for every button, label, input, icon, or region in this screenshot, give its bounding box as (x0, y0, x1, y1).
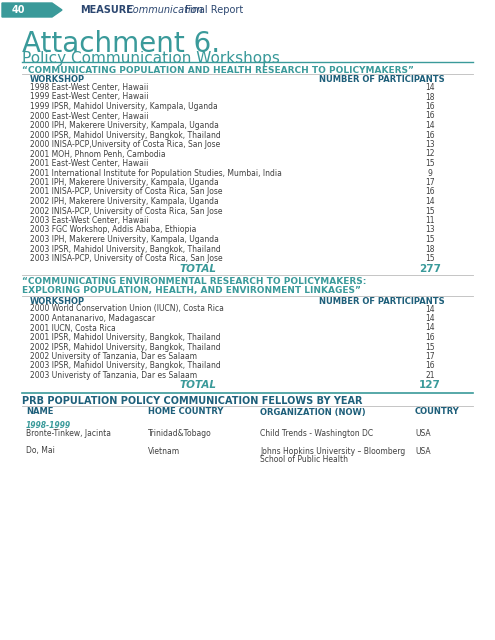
Text: USA: USA (415, 447, 431, 456)
Text: 15: 15 (425, 207, 435, 216)
Text: 14: 14 (425, 83, 435, 92)
Text: 2000 IPH, Makerere University, Kampala, Uganda: 2000 IPH, Makerere University, Kampala, … (30, 121, 219, 130)
Text: USA: USA (415, 429, 431, 438)
Text: 21: 21 (425, 371, 435, 380)
Text: 2001 IPSR, Mahidol University, Bangkok, Thailand: 2001 IPSR, Mahidol University, Bangkok, … (30, 333, 221, 342)
Text: 1999 East-West Center, Hawaii: 1999 East-West Center, Hawaii (30, 93, 148, 102)
Text: 14: 14 (425, 305, 435, 314)
Text: NUMBER OF PARTICIPANTS: NUMBER OF PARTICIPANTS (319, 75, 445, 84)
Text: 2002 IPH, Makerere University, Kampala, Uganda: 2002 IPH, Makerere University, Kampala, … (30, 197, 219, 206)
Text: 15: 15 (425, 342, 435, 351)
Text: PRB POPULATION POLICY COMMUNICATION FELLOWS BY YEAR: PRB POPULATION POLICY COMMUNICATION FELL… (22, 396, 362, 406)
Text: 16: 16 (425, 111, 435, 120)
Text: Bronte-Tinkew, Jacinta: Bronte-Tinkew, Jacinta (26, 429, 111, 438)
Text: Vietnam: Vietnam (148, 447, 180, 456)
Text: 2001 INISA-PCP, University of Costa Rica, San Jose: 2001 INISA-PCP, University of Costa Rica… (30, 188, 222, 196)
Text: 14: 14 (425, 314, 435, 323)
Text: 2000 World Conservation Union (IUCN), Costa Rica: 2000 World Conservation Union (IUCN), Co… (30, 305, 224, 314)
Text: 2002 INISA-PCP, University of Costa Rica, San Jose: 2002 INISA-PCP, University of Costa Rica… (30, 207, 222, 216)
Text: School of Public Health: School of Public Health (260, 454, 348, 463)
Text: 14: 14 (425, 323, 435, 333)
Text: 16: 16 (425, 102, 435, 111)
Text: 2003 INISA-PCP, University of Costa Rica, San Jose: 2003 INISA-PCP, University of Costa Rica… (30, 254, 223, 263)
Text: 2003 FGC Workshop, Addis Ababa, Ethiopia: 2003 FGC Workshop, Addis Ababa, Ethiopia (30, 225, 197, 234)
Text: 15: 15 (425, 159, 435, 168)
Text: Policy Communication Workshops: Policy Communication Workshops (22, 51, 280, 66)
Text: 2003 IPSR, Mahidol University, Bangkok, Thailand: 2003 IPSR, Mahidol University, Bangkok, … (30, 362, 221, 371)
Text: TOTAL: TOTAL (180, 264, 217, 273)
Text: 2003 IPH, Makerere University, Kampala, Uganda: 2003 IPH, Makerere University, Kampala, … (30, 235, 219, 244)
Text: 277: 277 (419, 264, 441, 273)
Text: HOME COUNTRY: HOME COUNTRY (148, 408, 223, 417)
Text: 2001 MOH, Phnom Penh, Cambodia: 2001 MOH, Phnom Penh, Cambodia (30, 150, 166, 159)
Text: 9: 9 (428, 168, 433, 177)
Text: EXPLORING POPULATION, HEALTH, AND ENVIRONMENT LINKAGES”: EXPLORING POPULATION, HEALTH, AND ENVIRO… (22, 285, 361, 294)
Text: 14: 14 (425, 121, 435, 130)
Text: NUMBER OF PARTICIPANTS: NUMBER OF PARTICIPANTS (319, 296, 445, 305)
Text: 1998 East-West Center, Hawaii: 1998 East-West Center, Hawaii (30, 83, 148, 92)
Text: 2003 Univeristy of Tanzania, Dar es Salaam: 2003 Univeristy of Tanzania, Dar es Sala… (30, 371, 197, 380)
Text: 11: 11 (425, 216, 435, 225)
Text: 2000 INISA-PCP,University of Costa Rica, San Jose: 2000 INISA-PCP,University of Costa Rica,… (30, 140, 220, 149)
Text: 18: 18 (425, 244, 435, 253)
Text: 16: 16 (425, 188, 435, 196)
Text: 1999 IPSR, Mahidol University, Kampala, Uganda: 1999 IPSR, Mahidol University, Kampala, … (30, 102, 218, 111)
Text: “COMMUNICATING ENVIRONMENTAL RESEARCH TO POLICYMAKERS:: “COMMUNICATING ENVIRONMENTAL RESEARCH TO… (22, 278, 366, 287)
Text: Communication: Communication (127, 5, 204, 15)
Text: Final Report: Final Report (185, 5, 243, 15)
FancyArrow shape (2, 3, 62, 17)
Text: Johns Hopkins University – Bloomberg: Johns Hopkins University – Bloomberg (260, 447, 405, 456)
Text: 2001 International Institute for Population Studies, Mumbai, India: 2001 International Institute for Populat… (30, 168, 282, 177)
Text: 16: 16 (425, 362, 435, 371)
Text: 40: 40 (11, 5, 25, 15)
Text: Attachment 6.: Attachment 6. (22, 30, 220, 58)
Text: TOTAL: TOTAL (180, 381, 217, 390)
Text: 13: 13 (425, 140, 435, 149)
Text: 2000 Antananarivo, Madagascar: 2000 Antananarivo, Madagascar (30, 314, 155, 323)
Text: 2003 East-West Center, Hawaii: 2003 East-West Center, Hawaii (30, 216, 148, 225)
Text: 15: 15 (425, 254, 435, 263)
Text: 2002 University of Tanzania, Dar es Salaam: 2002 University of Tanzania, Dar es Sala… (30, 352, 197, 361)
Text: Do, Mai: Do, Mai (26, 447, 55, 456)
Text: 127: 127 (419, 381, 441, 390)
Text: MEASURE: MEASURE (80, 5, 133, 15)
Text: WORKSHOP: WORKSHOP (30, 296, 85, 305)
Text: 2002 IPSR, Mahidol University, Bangkok, Thailand: 2002 IPSR, Mahidol University, Bangkok, … (30, 342, 221, 351)
Text: 2001 East-West Center, Hawaii: 2001 East-West Center, Hawaii (30, 159, 148, 168)
Text: 2000 East-West Center, Hawaii: 2000 East-West Center, Hawaii (30, 111, 148, 120)
Text: 1998-1999: 1998-1999 (26, 420, 71, 429)
Text: ORGANIZATION (NOW): ORGANIZATION (NOW) (260, 408, 366, 417)
Text: 17: 17 (425, 352, 435, 361)
Text: 2001 IPH, Makerere University, Kampala, Uganda: 2001 IPH, Makerere University, Kampala, … (30, 178, 219, 187)
Text: WORKSHOP: WORKSHOP (30, 75, 85, 84)
Text: 2003 IPSR, Mahidol University, Bangkok, Thailand: 2003 IPSR, Mahidol University, Bangkok, … (30, 244, 221, 253)
Text: 16: 16 (425, 333, 435, 342)
Text: 13: 13 (425, 225, 435, 234)
Text: NAME: NAME (26, 408, 53, 417)
Text: 2001 IUCN, Costa Rica: 2001 IUCN, Costa Rica (30, 323, 116, 333)
Text: 16: 16 (425, 131, 435, 140)
Text: 15: 15 (425, 235, 435, 244)
Text: 2000 IPSR, Mahidol University, Bangkok, Thailand: 2000 IPSR, Mahidol University, Bangkok, … (30, 131, 221, 140)
Text: COUNTRY: COUNTRY (415, 408, 460, 417)
Text: 17: 17 (425, 178, 435, 187)
Text: 12: 12 (425, 150, 435, 159)
Text: Trinidad&Tobago: Trinidad&Tobago (148, 429, 212, 438)
Text: 14: 14 (425, 197, 435, 206)
Text: 18: 18 (425, 93, 435, 102)
Text: “COMMUNICATING POPULATION AND HEALTH RESEARCH TO POLICYMAKERS”: “COMMUNICATING POPULATION AND HEALTH RES… (22, 66, 414, 75)
Text: Child Trends - Washington DC: Child Trends - Washington DC (260, 429, 373, 438)
